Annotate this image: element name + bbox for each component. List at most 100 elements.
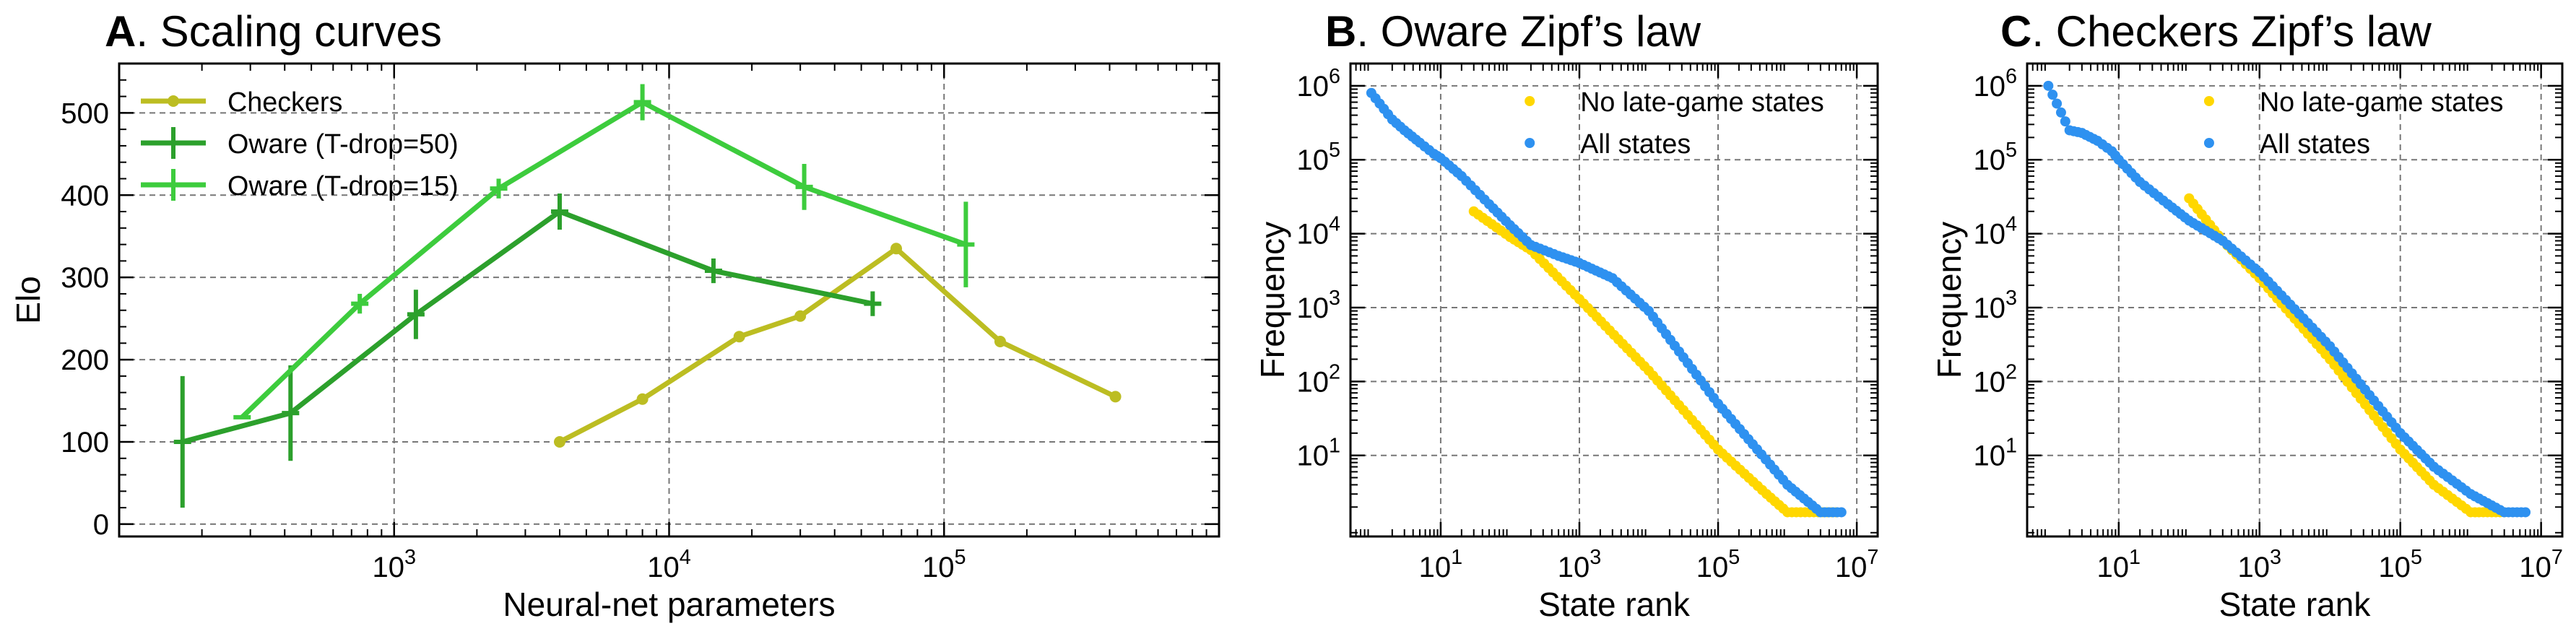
scatter-point bbox=[2043, 80, 2054, 91]
legend-label: Oware (T-drop=50) bbox=[227, 129, 459, 159]
tick-exponent: 5 bbox=[2005, 139, 2017, 162]
x-tick-label: 104 bbox=[647, 546, 691, 583]
legend-label: Oware (T-drop=15) bbox=[227, 170, 459, 201]
tick-exponent: 1 bbox=[1329, 435, 1340, 458]
legend-label: No late-game states bbox=[2260, 87, 2504, 117]
scatter-point bbox=[2520, 507, 2531, 518]
tick-exponent: 2 bbox=[2005, 360, 2017, 383]
tick-base: 10 bbox=[1296, 440, 1329, 472]
y-tick-label: 500 bbox=[61, 97, 109, 129]
x-tick-label: 107 bbox=[2519, 546, 2563, 583]
tick-exponent: 4 bbox=[2005, 213, 2017, 236]
tick-exponent: 7 bbox=[1867, 546, 1878, 569]
y-tick-label: 105 bbox=[1973, 139, 2017, 176]
panel-title: A. Scaling curves bbox=[105, 7, 442, 56]
tick-exponent: 5 bbox=[954, 546, 966, 569]
data-point bbox=[636, 393, 649, 405]
panel-title: C. Checkers Zipf’s law bbox=[2000, 7, 2432, 56]
scatter-point bbox=[2047, 90, 2058, 100]
y-tick-label: 102 bbox=[1296, 360, 1340, 398]
y-tick-label: 400 bbox=[61, 180, 109, 212]
tick-base: 10 bbox=[1973, 219, 2005, 251]
tick-exponent: 6 bbox=[2005, 65, 2017, 88]
panel-title-text: . Scaling curves bbox=[136, 7, 442, 56]
x-axis-label: Neural-net parameters bbox=[503, 586, 835, 623]
data-point bbox=[994, 336, 1006, 348]
data-point bbox=[794, 310, 807, 322]
data-layer bbox=[173, 84, 1122, 508]
y-tick-label: 106 bbox=[1296, 65, 1340, 103]
panel-letter: A bbox=[105, 7, 136, 56]
tick-exponent: 1 bbox=[1451, 546, 1462, 569]
x-axis-label: State rank bbox=[2219, 586, 2372, 623]
tick-base: 10 bbox=[1296, 144, 1329, 176]
tick-base: 10 bbox=[1973, 292, 2005, 324]
x-axis-label: State rank bbox=[1538, 586, 1691, 623]
y-tick-label: 104 bbox=[1296, 213, 1340, 251]
legend-label: All states bbox=[1580, 129, 1691, 159]
x-tick-label: 107 bbox=[1835, 546, 1879, 583]
tick-exponent: 1 bbox=[2005, 435, 2017, 458]
data-layer bbox=[2043, 80, 2531, 518]
panel-letter: B bbox=[1325, 7, 1356, 56]
y-tick-label: 101 bbox=[1973, 435, 2017, 472]
tick-exponent: 3 bbox=[1590, 546, 1601, 569]
legend-marker bbox=[1525, 138, 1535, 148]
scatter-point bbox=[2052, 98, 2063, 109]
scatter-point bbox=[2060, 116, 2070, 127]
tick-exponent: 5 bbox=[2411, 546, 2422, 569]
data-point bbox=[733, 331, 745, 343]
tick-base: 10 bbox=[2378, 552, 2411, 583]
tick-base: 10 bbox=[922, 552, 955, 583]
tick-exponent: 3 bbox=[2005, 287, 2017, 310]
tick-base: 10 bbox=[1419, 552, 1452, 583]
y-tick-label: 101 bbox=[1296, 435, 1340, 472]
tick-base: 10 bbox=[1696, 552, 1729, 583]
data-point bbox=[553, 436, 565, 448]
tick-exponent: 3 bbox=[2270, 546, 2281, 569]
x-tick-label: 105 bbox=[1696, 546, 1740, 583]
y-axis-label: Frequency bbox=[1930, 222, 1968, 378]
y-tick-label: 100 bbox=[61, 427, 109, 458]
tick-base: 10 bbox=[1835, 552, 1868, 583]
tick-base: 10 bbox=[1558, 552, 1590, 583]
panel-title-text: . Oware Zipf’s law bbox=[1356, 7, 1701, 56]
data-point bbox=[1109, 391, 1122, 403]
tick-exponent: 7 bbox=[2551, 546, 2563, 569]
tick-exponent: 5 bbox=[1728, 546, 1740, 569]
scatter-point bbox=[2055, 107, 2066, 118]
tick-base: 10 bbox=[1296, 71, 1329, 103]
x-tick-label: 105 bbox=[2378, 546, 2422, 583]
axes-frame bbox=[118, 62, 1220, 538]
tick-base: 10 bbox=[1973, 440, 2005, 472]
legend-label: No late-game states bbox=[1580, 87, 1824, 117]
tick-base: 10 bbox=[1973, 366, 2005, 398]
panel-title-text: . Checkers Zipf’s law bbox=[2031, 7, 2432, 56]
y-tick-label: 106 bbox=[1973, 65, 2017, 103]
x-tick-label: 103 bbox=[2238, 546, 2282, 583]
tick-base: 10 bbox=[372, 552, 404, 583]
legend-marker bbox=[2203, 138, 2214, 148]
tick-exponent: 3 bbox=[1329, 287, 1340, 310]
tick-base: 10 bbox=[1973, 71, 2005, 103]
tick-exponent: 4 bbox=[680, 546, 691, 569]
y-tick-label: 200 bbox=[61, 344, 109, 376]
tick-exponent: 2 bbox=[1329, 360, 1340, 383]
x-tick-label: 103 bbox=[1558, 546, 1602, 583]
scatter-point bbox=[1836, 507, 1847, 518]
legend-marker bbox=[168, 95, 179, 107]
y-tick-label: 0 bbox=[93, 509, 109, 541]
tick-base: 10 bbox=[647, 552, 680, 583]
legend-label: All states bbox=[2260, 129, 2370, 159]
tick-exponent: 3 bbox=[404, 546, 416, 569]
x-tick-label: 101 bbox=[2097, 546, 2141, 583]
series-line bbox=[240, 100, 967, 419]
y-tick-label: 102 bbox=[1973, 360, 2017, 398]
y-tick-label: 104 bbox=[1973, 213, 2017, 251]
legend-label: Checkers bbox=[227, 87, 342, 117]
data-point bbox=[890, 243, 903, 255]
